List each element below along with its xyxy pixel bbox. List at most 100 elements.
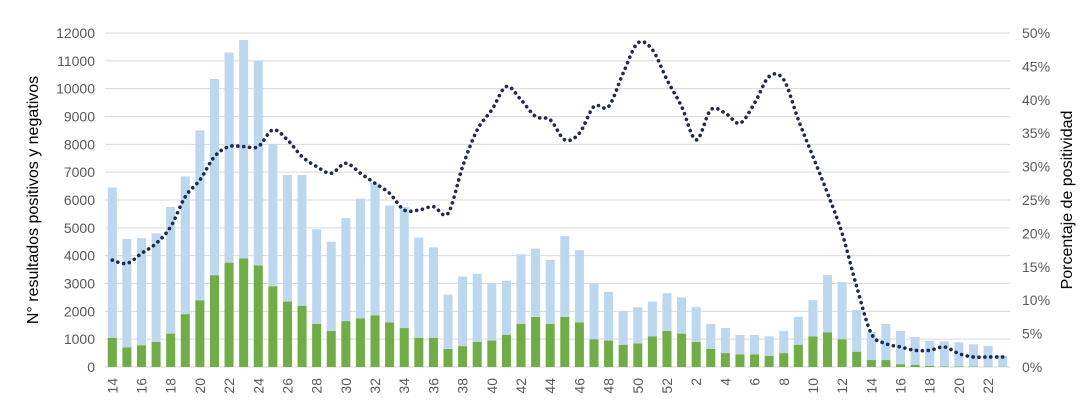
- x-tick-label: 20: [951, 378, 967, 394]
- bar-segment-1: [370, 183, 380, 316]
- bar-segment-1: [385, 205, 395, 323]
- bar-segment-0: [925, 365, 935, 367]
- x-tick-label: 18: [922, 378, 938, 394]
- x-tick-label: 46: [571, 378, 587, 394]
- bar-segment-1: [779, 330, 789, 354]
- bar-segment-0: [414, 337, 424, 367]
- bar-segment-1: [341, 218, 351, 322]
- bar-segment-1: [166, 206, 176, 334]
- bar-segment-0: [545, 323, 555, 367]
- y2-tick-label: 25%: [1022, 192, 1050, 208]
- y2-axis-ticks: 0% 5% 10% 15% 20% 25% 30% 35% 40% 45% 50%: [1022, 25, 1050, 375]
- bar-segment-1: [866, 332, 876, 361]
- bar-segment-1: [516, 254, 526, 324]
- y-axis-ticks: 0 1000 2000 3000 4000 5000 6000 7000 8000 9000 100…: [56, 25, 95, 375]
- bar-segment-1: [122, 238, 132, 348]
- x-tick-label: 12: [834, 378, 850, 394]
- bar-segment-0: [735, 354, 745, 367]
- x-tick-label: 4: [717, 378, 733, 386]
- bar-segment-0: [312, 323, 322, 367]
- bar-segment-0: [341, 321, 351, 367]
- y2-tick-label: 15%: [1022, 259, 1050, 275]
- x-tick-label: 2: [688, 378, 704, 386]
- bar-segment-0: [939, 366, 949, 367]
- bar-segment-0: [691, 341, 701, 367]
- x-tick-label: 28: [309, 378, 325, 394]
- bar-segment-1: [808, 300, 818, 337]
- bar-segment-1: [136, 238, 147, 346]
- bar-segment-1: [939, 341, 949, 367]
- x-tick-label: 22: [980, 378, 996, 394]
- y-tick-label: 10000: [56, 81, 95, 97]
- bar-segment-0: [253, 265, 263, 367]
- y-tick-label: 5000: [64, 220, 95, 236]
- bar-segment-1: [823, 275, 833, 333]
- bar-segment-1: [954, 342, 964, 367]
- bar-segment-0: [589, 339, 599, 367]
- bar-segment-1: [691, 307, 701, 342]
- bar-segment-1: [589, 283, 599, 340]
- bar-segment-0: [881, 360, 891, 367]
- bar-segment-1: [677, 297, 687, 334]
- bar-segment-1: [618, 311, 628, 345]
- x-tick-label: 10: [805, 378, 821, 394]
- bar-segment-0: [750, 354, 760, 367]
- bar-segment-0: [720, 353, 730, 367]
- x-tick-label: 8: [776, 378, 792, 386]
- y-tick-label: 8000: [64, 136, 95, 152]
- bar-segment-0: [633, 343, 643, 367]
- bar-segment-1: [282, 174, 292, 302]
- bar-segment-0: [166, 333, 176, 367]
- x-tick-label: 32: [367, 378, 383, 394]
- bar-segment-1: [647, 301, 657, 337]
- bar-segment-0: [764, 355, 774, 367]
- bar-segment-0: [706, 348, 716, 367]
- x-tick-label: 36: [425, 378, 441, 394]
- bar-segment-1: [720, 328, 730, 354]
- bars: [107, 39, 1008, 367]
- bar-segment-0: [823, 332, 833, 367]
- y2-tick-label: 45%: [1022, 58, 1050, 74]
- bar-segment-1: [443, 294, 453, 349]
- bar-segment-2: [531, 248, 541, 251]
- bar-segment-0: [501, 334, 511, 367]
- y2-tick-label: 40%: [1022, 92, 1050, 108]
- bar-segment-1: [633, 307, 643, 344]
- bar-segment-1: [574, 250, 584, 323]
- x-tick-label: 16: [133, 378, 149, 394]
- bar-segment-1: [735, 334, 745, 355]
- x-tick-label: 52: [659, 378, 675, 394]
- bar-segment-1: [151, 233, 161, 342]
- bar-segment-0: [224, 262, 234, 367]
- y-tick-label: 1000: [64, 331, 95, 347]
- y-tick-label: 2000: [64, 303, 95, 319]
- bar-segment-0: [487, 340, 497, 367]
- bar-segment-1: [998, 355, 1008, 367]
- y-tick-label: 9000: [64, 109, 95, 125]
- bar-segment-0: [677, 333, 687, 367]
- bar-segment-1: [662, 293, 672, 331]
- bar-segment-0: [866, 360, 876, 367]
- bar-segment-1: [881, 323, 891, 361]
- x-tick-label: 48: [601, 378, 617, 394]
- bar-segment-1: [925, 340, 935, 366]
- bar-segment-0: [574, 322, 584, 367]
- bar-segment-0: [282, 301, 292, 367]
- bar-segment-0: [895, 364, 906, 367]
- bar-segment-0: [326, 330, 336, 367]
- bar-segment-0: [531, 316, 541, 367]
- x-tick-label: 30: [338, 378, 354, 394]
- y2-axis-label: Porcentaje de positividad: [1059, 111, 1076, 290]
- bar-segment-1: [531, 250, 541, 317]
- y2-tick-label: 50%: [1022, 25, 1050, 41]
- bar-segment-1: [472, 273, 482, 342]
- bar-segment-0: [195, 300, 205, 367]
- y2-tick-label: 0%: [1022, 359, 1042, 375]
- y2-tick-label: 5%: [1022, 326, 1042, 342]
- bar-segment-1: [195, 130, 205, 301]
- x-tick-label: 44: [542, 378, 558, 394]
- bar-segment-1: [501, 280, 511, 335]
- bar-segment-1: [326, 241, 336, 331]
- bar-segment-0: [428, 337, 438, 367]
